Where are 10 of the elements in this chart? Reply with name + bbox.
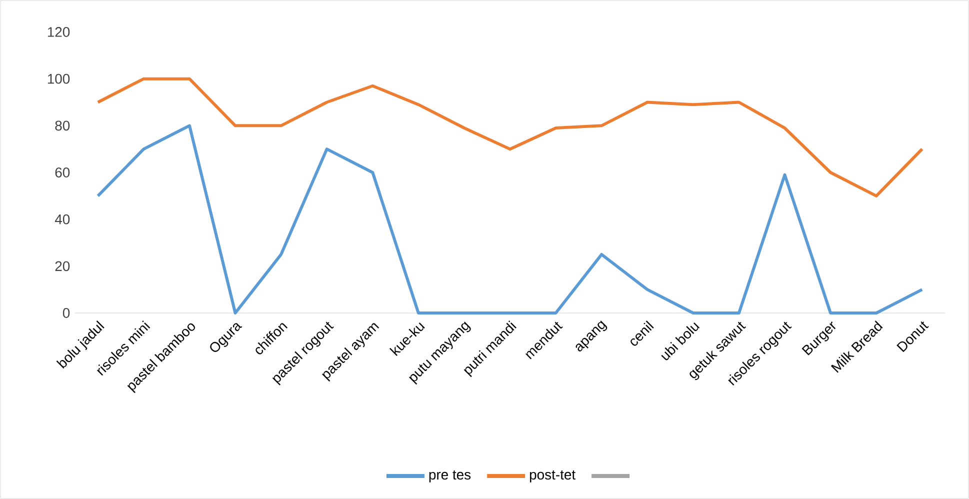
y-tick-label: 20: [55, 261, 70, 272]
y-tick-label: 60: [55, 168, 70, 178]
y-tick-label: 40: [54, 214, 70, 224]
y-tick-label: 120: [48, 27, 70, 37]
line-series: [96, 77, 924, 198]
y-tick-label: 100: [48, 74, 70, 84]
y-tick-label: 80: [55, 120, 70, 131]
legend-label: pre tes: [429, 470, 471, 482]
legend-label: post-tet: [530, 470, 576, 482]
y-tick-label: 0: [62, 308, 70, 318]
